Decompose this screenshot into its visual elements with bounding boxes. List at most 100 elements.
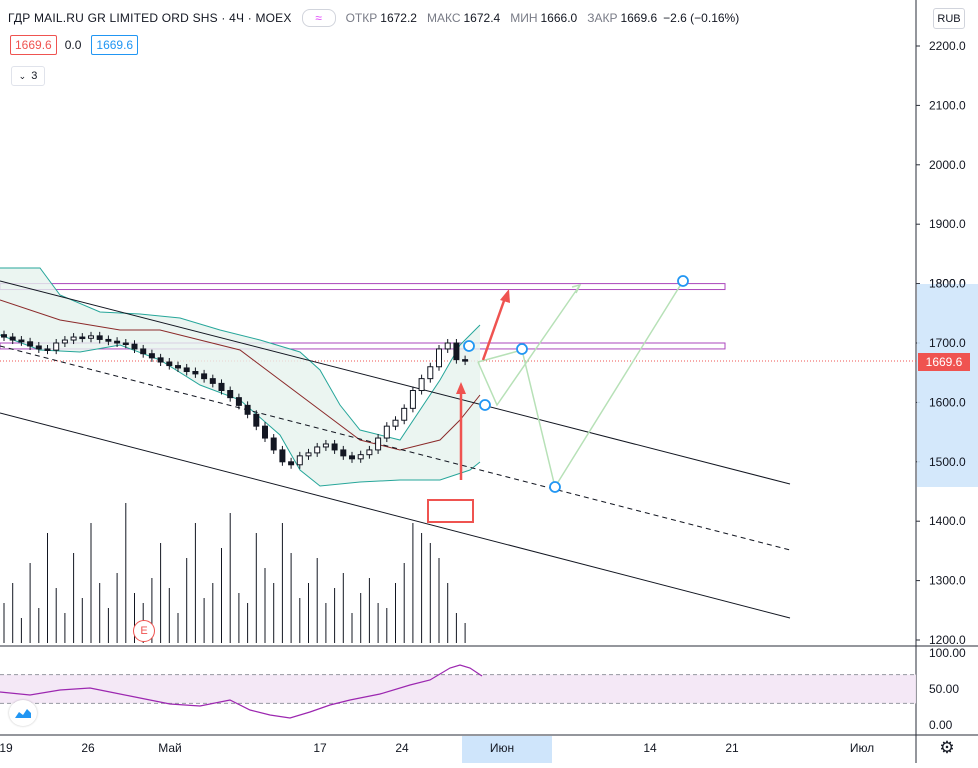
bollinger-upper	[0, 267, 481, 441]
candle-body	[262, 425, 268, 439]
open-label: ОТКР	[345, 11, 378, 25]
candle-body	[192, 371, 199, 375]
candle-body	[88, 335, 94, 339]
point-marker	[677, 275, 689, 287]
low-label: МИН	[510, 11, 538, 25]
candle-body	[183, 367, 190, 373]
time-label: Май	[158, 741, 182, 755]
currency-button[interactable]: RUB	[933, 8, 965, 29]
candle-body	[44, 348, 51, 351]
rsi-tick-label: 0.00	[929, 718, 953, 732]
forecast-path	[477, 280, 684, 489]
point-marker	[479, 399, 491, 411]
time-label: Июл	[850, 741, 874, 755]
time-label: 19	[0, 741, 13, 755]
indicator-value-blue[interactable]: 1669.6	[91, 35, 139, 55]
candle-body	[418, 378, 425, 392]
time-label: 24	[395, 741, 409, 755]
candle-body	[444, 342, 451, 350]
candle-body	[122, 342, 129, 345]
open-value: 1672.2	[380, 11, 417, 25]
price-tick-label: 1300.0	[929, 574, 966, 588]
candle-body	[296, 455, 303, 466]
time-label: 26	[81, 741, 95, 755]
indicator-value-plain: 0.0	[64, 38, 82, 52]
indicators-toggle-button[interactable]: ⌄ 3	[11, 66, 45, 86]
candle-body	[209, 378, 216, 384]
channel-upper-line	[0, 280, 791, 485]
point-marker	[463, 340, 475, 352]
channel-middle-line	[0, 345, 791, 551]
point-marker	[549, 481, 561, 493]
candle-body	[227, 390, 234, 399]
resistance-zone	[0, 283, 726, 291]
candle-body	[166, 361, 173, 367]
indicator-value-red[interactable]: 1669.6	[10, 35, 57, 55]
candle-body	[148, 353, 155, 359]
candle-body	[114, 340, 121, 344]
channel-lower-line	[0, 412, 791, 619]
candle-body	[288, 461, 295, 466]
candle-body	[366, 449, 373, 456]
candle-body	[357, 454, 364, 460]
close-value: 1669.6	[620, 11, 658, 25]
price-tick-label: 2000.0	[929, 158, 966, 172]
rsi-tick-label: 50.00	[929, 682, 959, 696]
high-value: 1672.4	[463, 11, 501, 25]
candle-body	[453, 342, 460, 361]
candle-body	[436, 348, 442, 368]
candle-body	[331, 443, 338, 451]
tradingview-logo-icon[interactable]	[9, 700, 37, 726]
candle-body	[175, 365, 181, 369]
rsi-band-fill	[0, 674, 916, 704]
time-label: 17	[313, 741, 327, 755]
moving-average	[0, 299, 481, 451]
chevron-down-icon: ⌄	[18, 70, 27, 81]
candle-body	[201, 373, 208, 380]
candle-body	[218, 382, 225, 392]
candle-body	[392, 419, 399, 427]
candle-body	[322, 443, 329, 448]
price-tick-label: 1600.0	[929, 395, 966, 409]
symbol-title[interactable]: ГДР MAIL.RU GR LIMITED ORD SHS · 4Ч · MO…	[8, 11, 292, 25]
red-arrow-head	[456, 382, 466, 394]
bollinger-fill	[0, 268, 480, 486]
price-tick-label: 2200.0	[929, 39, 966, 53]
candle-body	[314, 446, 321, 454]
candle-body	[253, 413, 260, 427]
candle-body	[340, 449, 347, 457]
time-label-highlight: Июн	[490, 741, 514, 755]
price-tick-label: 2100.0	[929, 98, 966, 112]
time-label: 14	[643, 741, 657, 755]
earnings-badge[interactable]: E	[133, 620, 155, 642]
resistance-zone	[0, 342, 726, 350]
candle-body	[279, 449, 286, 463]
candle-body	[131, 343, 138, 350]
price-tick-label: 1500.0	[929, 455, 966, 469]
rsi-line	[0, 664, 483, 719]
price-tick-label: 1700.0	[929, 336, 966, 350]
price-tick-label: 1800.0	[929, 277, 966, 291]
candle-body	[235, 397, 242, 406]
candle-body	[27, 341, 34, 347]
candle-body	[79, 336, 86, 340]
forecast-path	[477, 284, 581, 407]
price-range-highlight	[917, 284, 978, 487]
candle-body	[18, 339, 25, 343]
forecast-arrow-head	[571, 283, 582, 294]
candle-body	[96, 335, 103, 340]
price-tick-label: 1900.0	[929, 217, 966, 231]
gear-icon[interactable]: ⚙	[939, 738, 955, 757]
candle-body	[427, 366, 434, 380]
low-value: 1666.0	[540, 11, 578, 25]
tilde-icon[interactable]: ≈	[301, 9, 336, 27]
indicators-count: 3	[31, 70, 38, 82]
candle-body	[35, 345, 42, 350]
price-tick-label: 1200.0	[929, 633, 966, 647]
indicator-values: 1669.6 0.0 1669.6	[10, 35, 139, 55]
candle-body	[105, 338, 112, 342]
change-value: −2.6 (−0.16%)	[663, 11, 740, 25]
candle-body	[270, 437, 277, 451]
